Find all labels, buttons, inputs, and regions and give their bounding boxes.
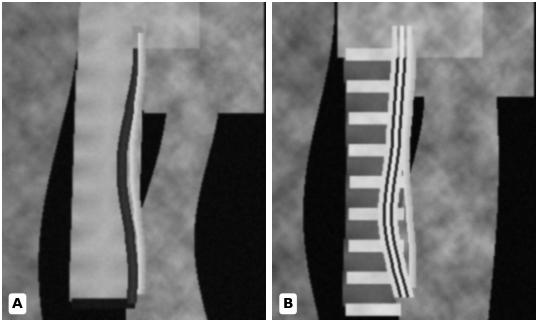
Text: A: A xyxy=(12,297,23,311)
Text: B: B xyxy=(283,297,293,311)
